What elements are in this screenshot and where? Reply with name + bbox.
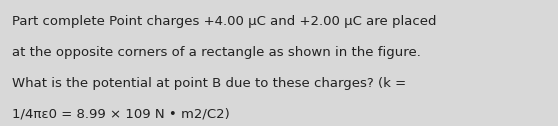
Text: 1/4πε0 = 8.99 × 109 N • m2/C2): 1/4πε0 = 8.99 × 109 N • m2/C2) bbox=[12, 108, 230, 121]
Text: What is the potential at point B due to these charges? (k =: What is the potential at point B due to … bbox=[12, 77, 406, 90]
Text: Part complete Point charges +4.00 μC and +2.00 μC are placed: Part complete Point charges +4.00 μC and… bbox=[12, 15, 437, 28]
Text: at the opposite corners of a rectangle as shown in the figure.: at the opposite corners of a rectangle a… bbox=[12, 46, 421, 59]
